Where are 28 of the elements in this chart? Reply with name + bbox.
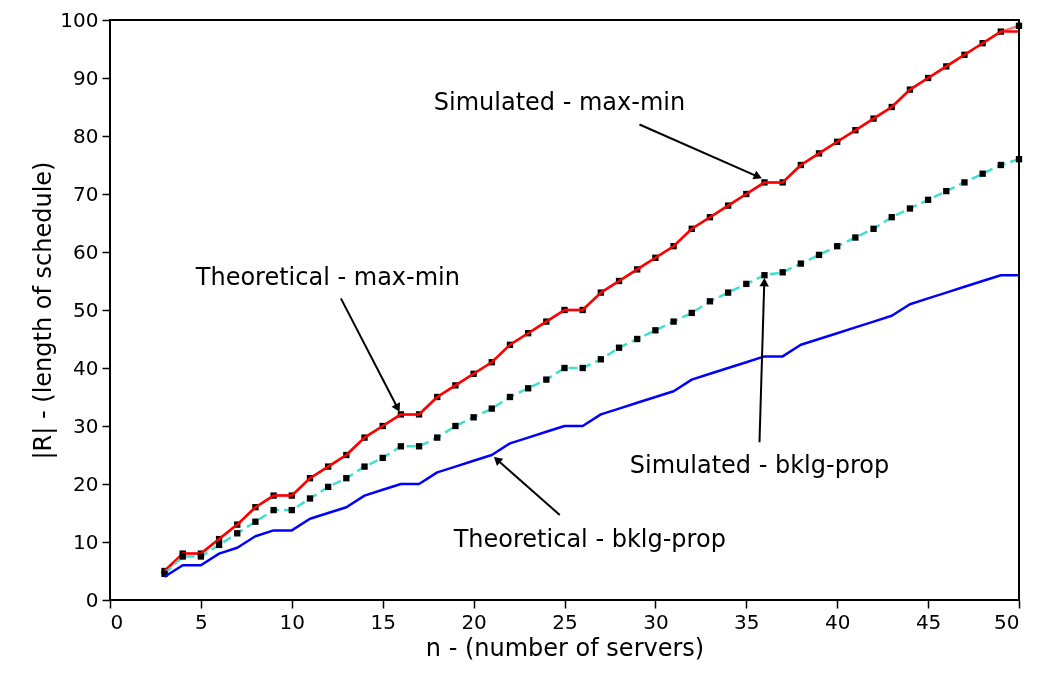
x-tick-label: 40 <box>824 609 851 634</box>
annotation: Simulated - bklg-prop <box>629 451 890 480</box>
x-tick-label: 20 <box>461 609 487 634</box>
y-tick-label: 90 <box>73 65 99 90</box>
y-tick-label: 80 <box>73 123 99 148</box>
x-tick-label: 45 <box>915 609 942 634</box>
y-tick-label: 10 <box>73 529 99 554</box>
x-axis-title: n - (number of servers) <box>425 633 705 662</box>
x-tick-label: 5 <box>195 609 208 634</box>
y-tick-label: 20 <box>73 471 99 496</box>
y-tick-label: 40 <box>73 355 99 380</box>
annotation: Theoretical - bklg-prop <box>452 525 726 553</box>
x-tick-label: 30 <box>643 609 669 634</box>
x-tick-label: 35 <box>734 609 760 634</box>
y-axis-title: |R| - (length of schedule) <box>29 161 58 460</box>
x-tick-label: 10 <box>279 609 306 634</box>
y-tick-label: 100 <box>60 7 99 32</box>
annotation: Theoretical - max-min <box>194 263 460 292</box>
y-tick-label: 30 <box>73 413 99 438</box>
annotation: Simulated - max-min <box>433 87 686 116</box>
y-tick-label: 50 <box>73 297 99 322</box>
x-tick-label: 25 <box>552 609 578 634</box>
x-tick-label: 0 <box>110 609 124 634</box>
x-tick-label: 50 <box>994 609 1020 634</box>
y-tick-label: 70 <box>73 181 99 206</box>
y-tick-label: 60 <box>73 239 99 264</box>
y-tick-label: 0 <box>85 587 99 612</box>
x-tick-label: 15 <box>370 609 396 634</box>
